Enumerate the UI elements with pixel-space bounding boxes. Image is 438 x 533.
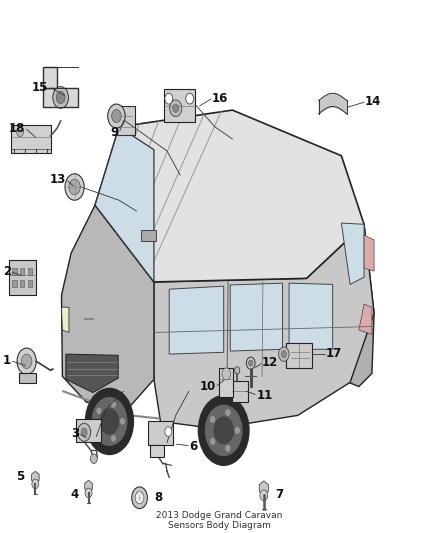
Polygon shape [95,127,154,282]
Circle shape [32,479,39,489]
Bar [19,373,36,383]
Text: 17: 17 [326,347,343,360]
Text: 2: 2 [3,265,11,278]
Text: 9: 9 [110,126,118,140]
Polygon shape [43,67,57,88]
Circle shape [92,398,127,445]
Circle shape [205,405,242,456]
Bar [11,125,51,154]
Circle shape [165,93,173,104]
Polygon shape [259,481,268,495]
Circle shape [222,368,231,380]
Circle shape [97,429,101,434]
Circle shape [186,93,194,104]
Text: 7: 7 [275,488,283,501]
Text: 8: 8 [154,491,162,504]
Text: 5: 5 [16,470,24,483]
Circle shape [85,488,92,498]
Bar [12,268,17,275]
Polygon shape [61,307,69,333]
Text: 12: 12 [262,356,278,369]
Circle shape [17,348,36,375]
Polygon shape [364,235,374,271]
Circle shape [97,408,101,414]
Circle shape [81,428,87,437]
Circle shape [281,351,286,358]
Polygon shape [43,88,78,107]
Polygon shape [169,286,224,354]
Text: 6: 6 [189,440,197,453]
Circle shape [53,87,68,108]
Circle shape [248,360,253,366]
Polygon shape [341,224,374,386]
Circle shape [235,367,240,374]
Bar [9,260,36,295]
Circle shape [135,492,144,504]
Text: 1: 1 [3,353,11,367]
Circle shape [78,423,91,441]
Circle shape [214,417,233,443]
Bar [150,446,163,457]
Text: 13: 13 [49,173,66,187]
Circle shape [226,410,230,415]
Text: 14: 14 [364,95,381,108]
Circle shape [17,127,24,136]
Circle shape [112,436,115,441]
Circle shape [226,446,230,451]
Text: 4: 4 [71,488,79,501]
Circle shape [85,389,134,455]
Circle shape [246,357,255,369]
Bar [20,280,25,287]
Text: 11: 11 [256,389,272,402]
Circle shape [108,104,125,128]
Text: 2013 Dodge Grand Caravan
Sensors Body Diagram: 2013 Dodge Grand Caravan Sensors Body Di… [156,511,283,530]
Circle shape [120,419,124,424]
Bar [232,381,248,401]
Bar [20,268,25,275]
Circle shape [235,427,239,433]
Circle shape [173,104,179,112]
Polygon shape [141,230,156,241]
Circle shape [112,402,115,407]
Circle shape [112,109,121,123]
Circle shape [170,100,182,117]
Circle shape [198,395,249,465]
Polygon shape [341,223,364,285]
Circle shape [165,427,172,437]
Circle shape [69,179,80,195]
Bar [163,90,195,123]
Polygon shape [32,471,39,483]
Polygon shape [154,224,374,429]
Bar [12,280,17,287]
Circle shape [90,454,97,464]
Polygon shape [85,480,92,492]
Bar [219,368,233,397]
Bar [28,268,32,275]
Polygon shape [61,205,154,406]
Circle shape [260,490,268,500]
Circle shape [65,174,84,200]
Circle shape [211,439,215,445]
Polygon shape [230,283,283,351]
Text: 16: 16 [212,92,228,104]
Circle shape [211,417,215,422]
Bar [286,343,312,368]
Polygon shape [66,354,118,393]
Circle shape [100,409,119,434]
Text: 15: 15 [32,82,49,94]
Circle shape [132,487,148,508]
Bar [28,280,32,287]
Text: 10: 10 [200,380,216,393]
Polygon shape [289,283,333,349]
Circle shape [21,354,32,368]
Text: 3: 3 [71,427,79,440]
Circle shape [56,92,65,103]
Text: 18: 18 [8,122,25,135]
Polygon shape [359,304,372,334]
Bar [76,419,101,442]
Circle shape [279,347,289,361]
Polygon shape [95,110,364,282]
Bar [148,422,173,446]
Bar [117,107,135,135]
